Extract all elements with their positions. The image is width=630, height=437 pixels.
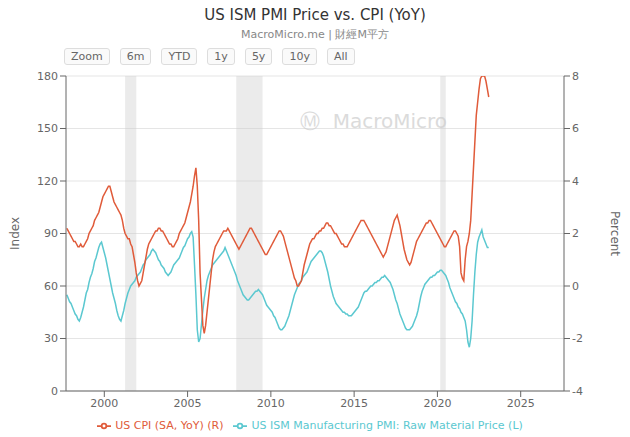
svg-text:6: 6: [572, 122, 579, 135]
svg-text:2010: 2010: [257, 397, 285, 410]
svg-text:Percent: Percent: [608, 211, 622, 256]
svg-text:8: 8: [572, 70, 579, 83]
svg-text:2005: 2005: [174, 397, 202, 410]
html-text:1y: 1y: [214, 50, 228, 63]
html-text:All: All: [333, 50, 348, 63]
svg-text:150: 150: [37, 122, 58, 135]
svg-text:90: 90: [44, 227, 58, 240]
html-text:5y: 5y: [251, 50, 266, 63]
svg-text:2015: 2015: [340, 397, 368, 410]
svg-text:2025: 2025: [507, 397, 535, 410]
svg-text:-4: -4: [572, 385, 583, 398]
svg-text:120: 120: [37, 175, 58, 188]
html-text:6m: 6m: [126, 50, 145, 63]
html-text:10y: 10y: [289, 50, 310, 63]
svg-text:0: 0: [572, 280, 579, 293]
svg-text:2: 2: [572, 227, 579, 240]
svg-text:-2: -2: [572, 332, 583, 345]
html-text:Ⓜ MacroMicro: Ⓜ MacroMicro: [300, 109, 448, 133]
svg-text:Index: Index: [8, 217, 22, 250]
html-text:US ISM PMI Price vs. CPI (YoY): US ISM PMI Price vs. CPI (YoY): [204, 6, 426, 24]
svg-text:2020: 2020: [423, 397, 451, 410]
svg-text:4: 4: [572, 175, 579, 188]
html-text:US CPI (SA, YoY) (R): US CPI (SA, YoY) (R): [115, 419, 224, 432]
svg-text:30: 30: [44, 332, 58, 345]
html-text:US ISM Manufacturing PMI: Raw: US ISM Manufacturing PMI: Raw Material P…: [251, 419, 523, 432]
svg-text:180: 180: [37, 70, 58, 83]
svg-text:2000: 2000: [90, 397, 118, 410]
html-text:MacroMicro.me | 財經M平方: MacroMicro.me | 財經M平方: [241, 28, 389, 41]
svg-text:0: 0: [51, 385, 58, 398]
svg-text:60: 60: [44, 280, 58, 293]
html-text:Zoom: Zoom: [71, 50, 103, 63]
html-text:YTD: YTD: [168, 50, 191, 63]
